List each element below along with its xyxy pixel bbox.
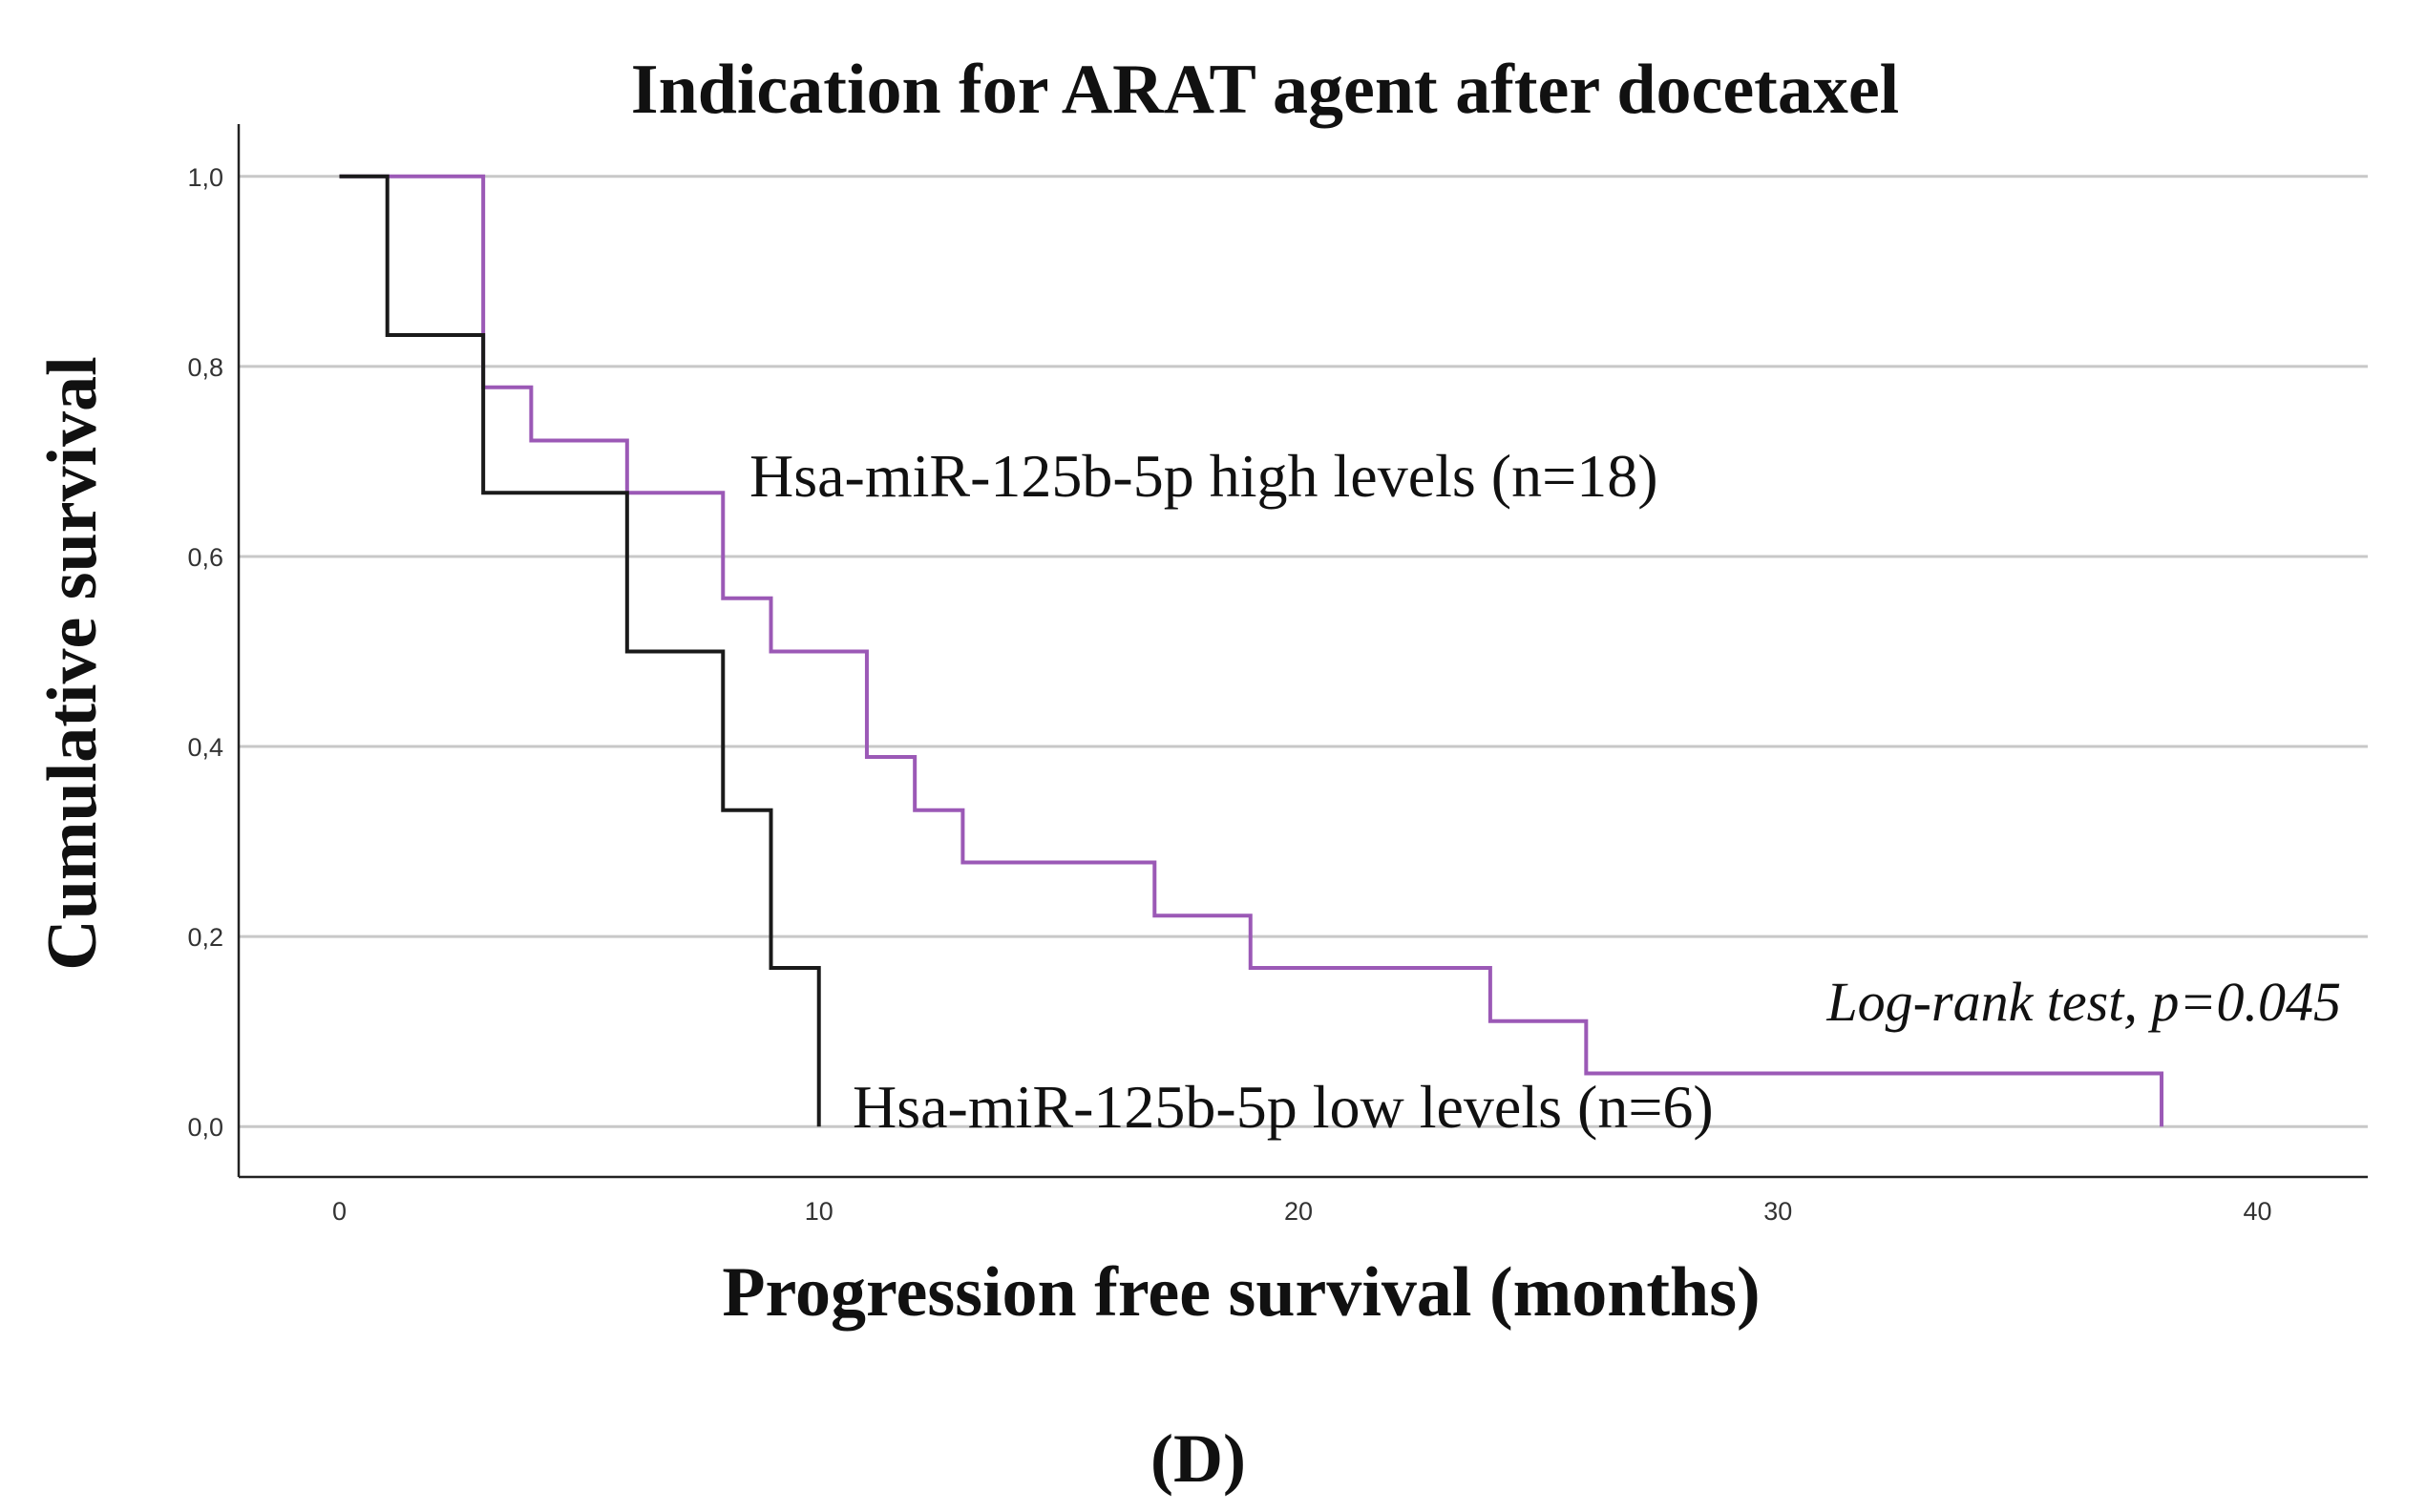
- series-group: [339, 174, 2164, 1127]
- survival-curve-high: [339, 174, 2164, 1127]
- chart-title: Indication for ARAT agent after docetaxe…: [631, 51, 1899, 129]
- x-tick-label: 30: [1763, 1197, 1792, 1226]
- survival-curve-low: [339, 174, 821, 1127]
- y-tick-label: 0,4: [187, 733, 223, 762]
- x-tick-label: 20: [1284, 1197, 1313, 1226]
- grid-lines: [239, 175, 2368, 1128]
- legend-label-high: Hsa-miR-125b-5p high levels (n=18): [749, 442, 1658, 510]
- y-tick-label: 0,0: [187, 1113, 223, 1142]
- x-tick-label: 40: [2243, 1197, 2271, 1226]
- y-tick-label: 0,8: [187, 353, 223, 382]
- y-tick-label: 1,0: [187, 163, 223, 192]
- y-tick-label: 0,2: [187, 923, 223, 952]
- y-tick-label: 0,6: [187, 543, 223, 572]
- x-tick-label: 10: [805, 1197, 833, 1226]
- legend-label-low: Hsa-miR-125b-5p low levels (n=6): [853, 1073, 1714, 1141]
- ticks: 0,0 0,2 0,4 0,6 0,8 1,0 0 10 20 30 40: [187, 163, 2271, 1226]
- x-tick-label: 0: [332, 1197, 347, 1226]
- x-axis-label: Progression free survival (months): [722, 1253, 1760, 1332]
- log-rank-annotation: Log-rank test, p=0.045: [1825, 971, 2341, 1033]
- panel-label: (D): [1150, 1420, 1246, 1497]
- panel-label-text: (D): [1150, 1420, 1246, 1497]
- axes: [237, 124, 2368, 1179]
- y-axis-label: Cumulative survival: [33, 356, 112, 970]
